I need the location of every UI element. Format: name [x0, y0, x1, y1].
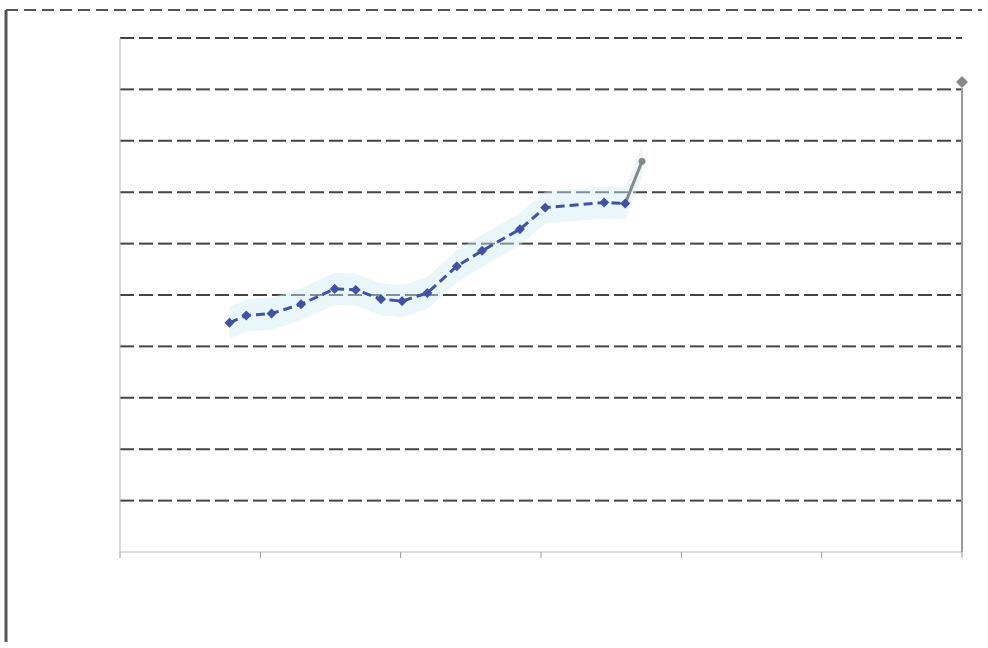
data-point	[451, 261, 462, 272]
series-trend-segment	[623, 160, 644, 205]
data-point	[350, 284, 361, 295]
confidence-band	[229, 145, 643, 339]
grid	[120, 37, 962, 502]
data-point	[638, 157, 646, 165]
axes	[119, 38, 963, 558]
data-point	[599, 197, 610, 208]
data-series	[224, 157, 646, 328]
data-point	[477, 245, 488, 256]
data-point	[296, 299, 307, 310]
data-point	[329, 283, 340, 294]
data-point	[422, 287, 433, 298]
data-point	[540, 202, 551, 213]
series-band	[229, 145, 643, 339]
data-point	[224, 317, 235, 328]
data-point	[397, 296, 408, 307]
data-point	[514, 224, 525, 235]
data-point	[241, 310, 252, 321]
data-point	[376, 294, 387, 305]
data-point	[620, 198, 631, 209]
series-line	[228, 200, 626, 325]
legend-marker	[956, 76, 968, 88]
data-point	[266, 308, 277, 319]
